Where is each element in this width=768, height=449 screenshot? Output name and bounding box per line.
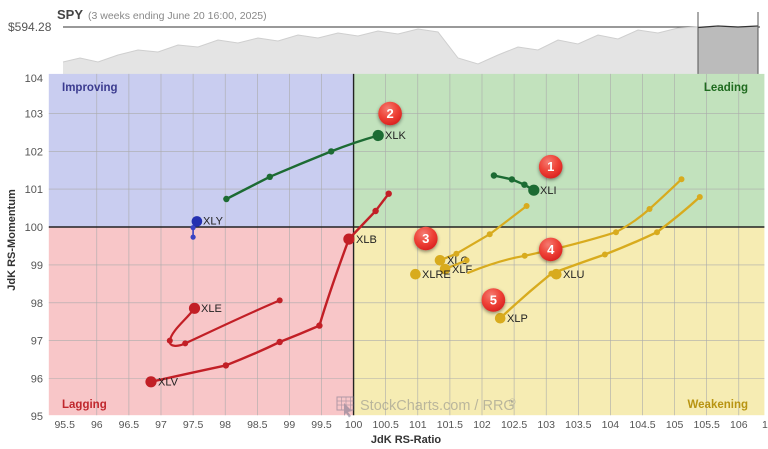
- svg-text:5: 5: [490, 293, 497, 308]
- svg-text:2: 2: [386, 106, 393, 121]
- svg-text:4: 4: [547, 242, 555, 257]
- svg-text:1: 1: [547, 159, 554, 174]
- svg-text:3: 3: [422, 231, 429, 246]
